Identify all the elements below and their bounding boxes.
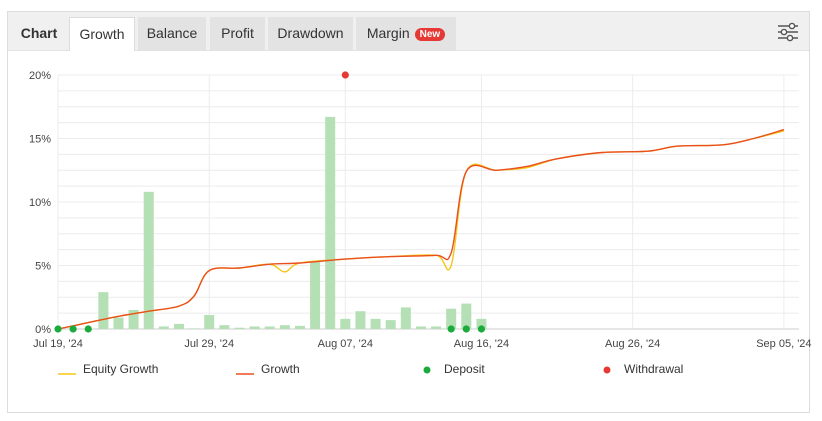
legend-label: Equity Growth xyxy=(83,362,159,376)
equity-growth-line xyxy=(57,130,785,330)
deposit-marker xyxy=(477,325,486,333)
daily-bar xyxy=(415,326,426,329)
daily-bar xyxy=(355,311,366,329)
daily-bar xyxy=(279,325,290,329)
deposit-marker xyxy=(54,325,62,333)
daily-bars xyxy=(98,116,487,329)
legend-label: Growth xyxy=(261,362,300,376)
legend-dot-icon xyxy=(603,366,611,374)
deposit-marker xyxy=(447,325,455,333)
new-badge: New xyxy=(414,28,446,41)
y-tick-label: 10% xyxy=(29,197,51,209)
x-tick-label: Sep 05, '24 xyxy=(756,338,811,350)
panel-title: Chart xyxy=(20,25,58,41)
deposit-marker xyxy=(69,325,77,333)
daily-bar xyxy=(158,326,169,329)
daily-bar xyxy=(143,191,154,329)
growth-line xyxy=(57,128,785,330)
daily-bar xyxy=(294,325,305,329)
x-tick-label: Aug 07, '24 xyxy=(318,338,373,350)
deposit-marker xyxy=(84,325,92,333)
daily-bar xyxy=(400,307,411,329)
legend-line-icon xyxy=(58,373,76,375)
daily-bar xyxy=(340,318,351,329)
daily-bar xyxy=(476,318,487,329)
event-markers xyxy=(54,71,486,333)
withdrawal-marker xyxy=(341,71,349,79)
legend-label: Withdrawal xyxy=(624,362,684,376)
y-tick-label: 20% xyxy=(29,70,51,82)
daily-bar xyxy=(431,326,442,329)
daily-bar xyxy=(446,308,457,329)
daily-bar xyxy=(173,323,184,329)
daily-bar xyxy=(325,116,336,329)
x-tick-label: Jul 19, '24 xyxy=(33,338,83,350)
tab-profit[interactable]: Profit xyxy=(210,17,265,50)
x-tick-label: Aug 16, '24 xyxy=(454,338,509,350)
series-lines xyxy=(57,128,785,330)
legend-line-icon xyxy=(236,373,254,375)
legend-label: Deposit xyxy=(444,362,485,376)
sliders-icon[interactable] xyxy=(777,21,799,43)
daily-bar xyxy=(219,325,230,329)
daily-bar xyxy=(98,292,109,329)
daily-bar xyxy=(310,261,321,329)
tab-growth[interactable]: Growth xyxy=(69,17,135,51)
y-axis-ticks: 0% 5% 10% 15% 20% xyxy=(29,70,51,336)
tab-drawdown[interactable]: Drawdown xyxy=(268,17,353,50)
daily-bar xyxy=(249,326,260,329)
x-tick-label: Jul 29, '24 xyxy=(184,338,234,350)
x-tick-label: Aug 26, '24 xyxy=(605,338,660,350)
daily-bar xyxy=(189,328,200,329)
daily-bar xyxy=(113,317,124,329)
daily-bar xyxy=(264,326,275,329)
y-tick-label: 0% xyxy=(35,324,51,336)
grid-lines xyxy=(57,74,799,330)
y-tick-label: 5% xyxy=(35,261,51,273)
tab-margin-label: Margin xyxy=(366,25,410,41)
tab-balance[interactable]: Balance xyxy=(138,17,206,50)
daily-bar xyxy=(128,309,139,329)
legend-dot-icon xyxy=(423,366,431,374)
daily-bar xyxy=(204,315,215,329)
deposit-marker xyxy=(462,325,470,333)
daily-bar xyxy=(370,318,381,329)
tab-bar: Chart Growth Balance Profit Drawdown Mar… xyxy=(8,12,809,51)
x-axis-ticks: Jul 19, '24 Jul 29, '24 Aug 07, '24 Aug … xyxy=(33,338,811,350)
daily-bar xyxy=(234,327,245,329)
chart-panel: Chart Growth Balance Profit Drawdown Mar… xyxy=(7,11,810,413)
tab-margin[interactable]: Margin New xyxy=(356,17,456,50)
daily-bar xyxy=(385,320,396,329)
y-tick-label: 15% xyxy=(29,134,51,146)
daily-bar xyxy=(461,303,472,329)
